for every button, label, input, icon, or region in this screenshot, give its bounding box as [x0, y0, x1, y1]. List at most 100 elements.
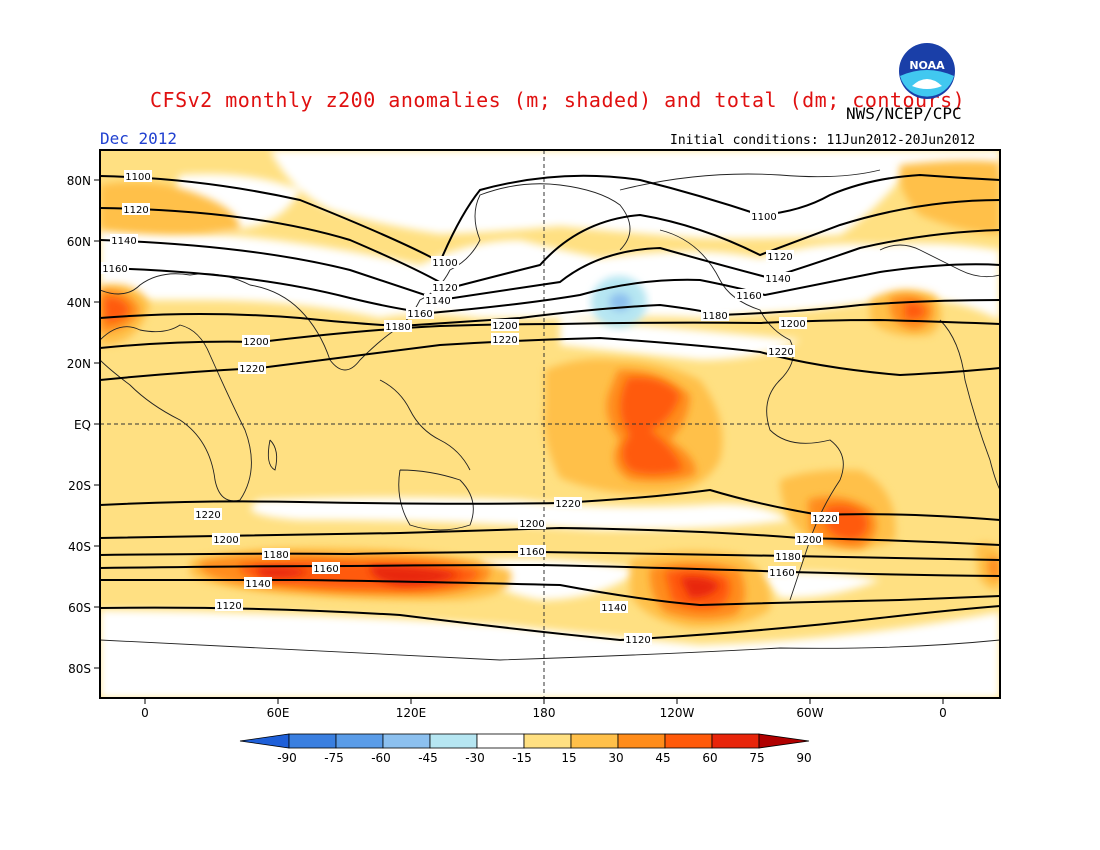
colorbar-tick-label: 90: [796, 751, 811, 765]
contour-label-1220s-b: 1220: [554, 497, 582, 510]
svg-text:1220: 1220: [812, 514, 837, 525]
svg-text:1180: 1180: [263, 550, 288, 561]
coastlines: [100, 169, 1000, 661]
contour-label-1120: 1120: [122, 203, 150, 216]
agency-label: NWS/NCEP/CPC: [846, 104, 962, 123]
contour-1220-line: [100, 336, 1000, 381]
svg-text:1120: 1120: [625, 635, 650, 646]
colorbar-segment: [429, 733, 478, 749]
lat-label: EQ: [74, 418, 91, 432]
contour-label-1140b: 1140: [424, 294, 452, 307]
colorbar-segment: [288, 733, 337, 749]
lon-label: 180: [533, 706, 556, 720]
contour-label-1100d: 1100: [750, 210, 778, 223]
longitude-axis: 0 60E 120E 180 120W 60W 0: [141, 698, 947, 720]
latitude-axis: 80N 60N 40N 20N EQ 20S 40S 60S 80S: [67, 174, 100, 676]
colorbar-tick-label: 45: [655, 751, 670, 765]
svg-text:1140: 1140: [245, 579, 270, 590]
svg-text:1120: 1120: [123, 205, 148, 216]
colorbar-tick-label: 15: [561, 751, 576, 765]
svg-text:1200: 1200: [492, 321, 517, 332]
lat-label: 40N: [67, 296, 91, 310]
contour-1160s-line: [100, 563, 1000, 577]
svg-text:1140: 1140: [601, 603, 626, 614]
svg-text:1160: 1160: [407, 309, 432, 320]
contour-1180-line: [100, 299, 1000, 328]
contour-label-1140s-b: 1140: [600, 601, 628, 614]
colorbar-tick-label: 60: [702, 751, 717, 765]
colorbar-segment: [617, 733, 666, 749]
svg-text:1140: 1140: [425, 296, 450, 307]
negative-anomaly-shading: [591, 276, 647, 328]
svg-text:1180: 1180: [385, 322, 410, 333]
contour-label-1200s-b: 1200: [518, 517, 546, 530]
contour-label-1180s-b: 1180: [774, 550, 802, 563]
colorbar-segment: [382, 733, 431, 749]
noaa-logo-text: NOAA: [909, 59, 945, 72]
contour-label-1160s: 1160: [312, 562, 340, 575]
contour-label-1220b: 1220: [491, 333, 519, 346]
lat-label: 20S: [68, 479, 91, 493]
neutral-anomaly-shading: [100, 150, 1000, 698]
svg-text:1160: 1160: [769, 568, 794, 579]
noaa-logo-icon: NOAA: [899, 43, 955, 99]
contour-label-1200s: 1200: [212, 533, 240, 546]
svg-text:1140: 1140: [765, 274, 790, 285]
month-label: Dec 2012: [100, 129, 178, 148]
lon-label: 0: [141, 706, 149, 720]
svg-text:1120: 1120: [767, 252, 792, 263]
svg-text:1220: 1220: [555, 499, 580, 510]
svg-text:1160: 1160: [313, 564, 338, 575]
contour-label-1220s: 1220: [194, 508, 222, 521]
svg-text:1100: 1100: [125, 172, 150, 183]
contour-1100-line: [100, 173, 1000, 264]
svg-text:1100: 1100: [432, 258, 457, 269]
contour-label-1140d: 1140: [764, 272, 792, 285]
svg-text:1120: 1120: [216, 601, 241, 612]
contour-label-1120s: 1120: [215, 599, 243, 612]
contour-label-1140s: 1140: [244, 577, 272, 590]
svg-text:1200: 1200: [213, 535, 238, 546]
contour-label-1200b: 1200: [491, 319, 519, 332]
lon-label: 0: [939, 706, 947, 720]
svg-text:1220: 1220: [768, 347, 793, 358]
lon-label: 120W: [660, 706, 695, 720]
contour-labels: 1100 1120 1140 1160 1100 1120 1140 1160 …: [101, 170, 839, 646]
contour-1140s-line: [100, 579, 1000, 607]
lon-label: 120E: [396, 706, 427, 720]
svg-text:1220: 1220: [239, 364, 264, 375]
contour-1120s-line: [100, 605, 1000, 642]
lat-label: 40S: [68, 540, 91, 554]
colorbar-segment: [335, 733, 384, 749]
contour-label-1140: 1140: [110, 234, 138, 247]
contour-label-1160s-c: 1160: [768, 566, 796, 579]
contour-label-1120d: 1120: [766, 250, 794, 263]
contour-label-1160d: 1160: [735, 289, 763, 302]
contour-1180s-line: [100, 550, 1000, 561]
contour-label-1220s-c: 1220: [811, 512, 839, 525]
svg-text:1180: 1180: [775, 552, 800, 563]
map-frame: [99, 149, 1001, 699]
svg-text:1160: 1160: [102, 264, 127, 275]
lat-label: 60S: [68, 601, 91, 615]
svg-text:1160: 1160: [519, 547, 544, 558]
svg-text:1200: 1200: [519, 519, 544, 530]
svg-text:1120: 1120: [432, 283, 457, 294]
svg-text:1200: 1200: [243, 337, 268, 348]
svg-text:1220: 1220: [195, 510, 220, 521]
lon-label: 60W: [796, 706, 823, 720]
lat-label: 20N: [67, 357, 91, 371]
colorbar-tick-label: -45: [418, 751, 438, 765]
colorbar-segment: [664, 733, 713, 749]
map-background: [100, 150, 1000, 698]
svg-text:1200: 1200: [796, 535, 821, 546]
contour-label-1160: 1160: [101, 262, 129, 275]
contour-1120-line: [100, 199, 1000, 290]
colorbar-segment: [711, 733, 760, 749]
svg-text:1220: 1220: [492, 335, 517, 346]
contour-label-1160s-b: 1160: [518, 545, 546, 558]
contour-1160-line: [100, 263, 1000, 315]
map-title: CFSv2 monthly z200 anomalies (m; shaded)…: [150, 88, 966, 112]
contour-label-1220d: 1220: [767, 345, 795, 358]
